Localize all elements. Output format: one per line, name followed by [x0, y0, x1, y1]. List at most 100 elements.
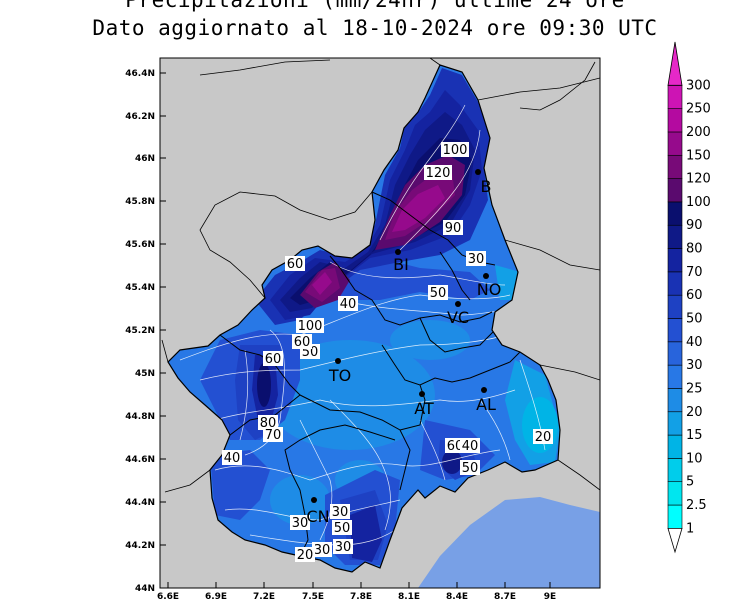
contour-label-text: 50	[430, 286, 447, 301]
contour-label-text: 90	[445, 221, 462, 236]
colorbar-cell	[667, 318, 683, 343]
colorbar-label: 2.5	[686, 498, 707, 513]
colorbar-cell	[667, 224, 683, 249]
contour-label-bg	[332, 520, 352, 535]
colorbar-cell	[667, 458, 683, 483]
city-label: AT	[414, 399, 434, 418]
contour-label-text: 100	[443, 143, 468, 158]
lon-tick-label: 7.2E	[253, 592, 275, 600]
colorbar-cell	[667, 248, 683, 273]
contour-label-text: 100	[298, 319, 323, 334]
neighbor-borders	[161, 58, 600, 493]
contour-label-bg	[263, 351, 283, 366]
contour-label-bg	[460, 460, 480, 475]
lat-tick-label: 46.2N	[125, 112, 155, 122]
colorbar-label: 120	[686, 172, 711, 187]
colorbar-label: 25	[686, 381, 703, 396]
contour-label-bg	[443, 220, 463, 235]
colorbar-cell	[667, 201, 683, 226]
colorbar-cell	[667, 434, 683, 459]
field-70-south	[350, 505, 382, 562]
colorbar-cell	[667, 85, 683, 109]
colorbar-cell	[667, 481, 683, 506]
contour-label: 50	[460, 460, 480, 476]
contour-label-bg	[312, 542, 332, 557]
city-markers: B BI NO VC TO AT AL CN	[306, 169, 501, 526]
contour-label-bg	[330, 504, 350, 519]
colorbar-cell	[667, 154, 683, 179]
map-frame	[159, 57, 601, 589]
colorbar: 1 2.5 5 10 15 20 25 30 40 50 60 70 80 90 100 120 150 200 2…	[667, 41, 711, 554]
contour-label-text: 60	[265, 352, 282, 367]
lat-tick-label: 44.8N	[125, 412, 155, 422]
contour-label-text: 60	[447, 439, 464, 454]
colorbar-label: 200	[686, 125, 711, 140]
contour-label: 120	[424, 165, 452, 181]
contour-label-text: 30	[332, 505, 349, 520]
lat-tick-label: 45.6N	[125, 240, 155, 250]
contour-label: 20	[295, 547, 315, 563]
colorbar-cell	[667, 131, 683, 156]
colorbar-cell	[667, 504, 683, 529]
city-label: AL	[476, 395, 496, 414]
contour-label-bg	[333, 539, 353, 554]
contour-label: 100	[441, 142, 469, 158]
contour-label: 20	[533, 429, 553, 445]
contour-label: 30	[312, 542, 332, 558]
contour-label-bg	[441, 142, 469, 157]
city-dot	[475, 169, 481, 175]
contour-label: 100	[296, 318, 324, 334]
contour-label: 30	[330, 504, 350, 520]
lat-tick-label: 45N	[135, 369, 155, 379]
contour-label-bg	[466, 251, 486, 266]
lat-tick-label: 46N	[135, 154, 155, 164]
city-label: VC	[447, 308, 469, 327]
colorbar-cell	[667, 108, 683, 133]
colorbar-label: 15	[686, 428, 703, 443]
colorbar-label: 300	[686, 78, 711, 93]
lon-tick-label: 6.9E	[205, 592, 227, 600]
colorbar-label: 1	[686, 521, 694, 536]
field-150-sesia	[312, 272, 332, 295]
city-dot	[483, 273, 489, 279]
lat-tick-label: 44.6N	[125, 455, 155, 465]
contour-label-bg	[460, 438, 480, 453]
contour-label-text: 60	[294, 335, 311, 350]
field-80-langhe	[442, 450, 462, 474]
city-dot	[335, 358, 341, 364]
contour-label: 50	[332, 520, 352, 536]
contour-label: 60	[292, 334, 312, 350]
colorbar-label: 30	[686, 358, 703, 373]
colorbar-cell	[667, 294, 683, 319]
city-dot	[481, 387, 487, 393]
ligurian-sea	[418, 497, 600, 588]
contour-label-text: 30	[335, 540, 352, 555]
colorbar-cell	[667, 341, 683, 366]
contour-label: 30	[466, 251, 486, 267]
contour-label-text: 50	[462, 461, 479, 476]
contour-label-bg	[338, 296, 358, 311]
contour-label-text: 40	[462, 439, 479, 454]
city-label: CN	[306, 507, 329, 526]
contour-label-text: 120	[426, 166, 451, 181]
colorbar-label: 20	[686, 405, 703, 420]
colorbar-cell	[667, 178, 683, 203]
lat-tick-label: 45.2N	[125, 326, 155, 336]
colorbar-cap-bottom	[667, 527, 683, 554]
city-dot	[395, 249, 401, 255]
city-label: TO	[328, 366, 351, 385]
lon-tick-label: 7.5E	[302, 592, 324, 600]
longitude-axis: 6.6E 6.9E 7.2E 7.5E 7.8E 8.1E 8.4E 8.7E 9E	[157, 582, 556, 600]
lat-tick-label: 44.2N	[125, 541, 155, 551]
colorbar-cell	[667, 364, 683, 389]
contour-label-bg	[285, 256, 305, 271]
colorbar-label: 150	[686, 148, 711, 163]
city-dot	[455, 301, 461, 307]
colorbar-label: 100	[686, 195, 711, 210]
contour-label-bg	[296, 318, 324, 333]
contour-label-text: 30	[314, 543, 331, 558]
lat-tick-label: 44N	[135, 584, 155, 594]
field-150-ossola	[392, 185, 445, 232]
colorbar-label: 90	[686, 218, 703, 233]
